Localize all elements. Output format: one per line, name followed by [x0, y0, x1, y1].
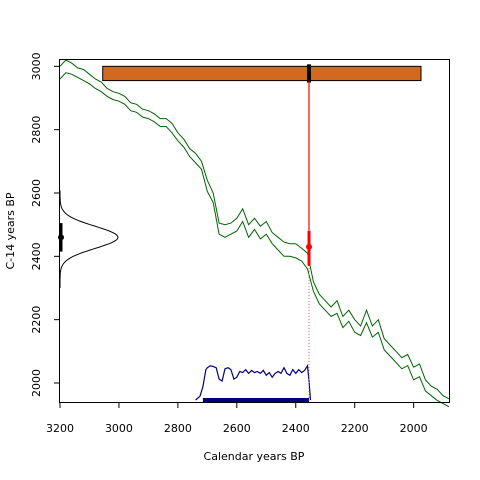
measured-point [306, 243, 313, 250]
calendar-distribution-line [195, 364, 312, 401]
x-tick-label: 2000 [400, 422, 428, 435]
y-axis-label: C-14 years BP [4, 192, 17, 269]
y-tick-label: 3000 [30, 52, 43, 80]
y-tick-label: 2600 [30, 179, 43, 207]
curve-layer [59, 59, 450, 408]
x-tick-label: 2800 [164, 422, 192, 435]
calibrated-range-bar [102, 65, 422, 82]
c14-mean-marker [58, 234, 64, 241]
x-axis-label: Calendar years BP [204, 450, 305, 463]
x-tick-label: 2200 [341, 422, 369, 435]
axes-layer: 3200 3000 2800 2600 2400 2200 2000 2000 2200 2400… [30, 52, 428, 435]
c14-distribution-line [59, 190, 119, 288]
calibration-curve-lower [59, 72, 450, 408]
distributions-layer [58, 190, 312, 402]
y-tick-label: 2000 [30, 369, 43, 397]
plot-frame [59, 59, 450, 403]
y-tick-label: 2800 [30, 116, 43, 144]
x-tick-label: 3000 [105, 422, 133, 435]
calibration-curve-upper [59, 59, 450, 400]
x-tick-label: 3200 [46, 422, 74, 435]
marks-layer [102, 64, 422, 402]
y-tick-label: 2200 [30, 306, 43, 334]
x-tick-label: 2400 [282, 422, 310, 435]
y-tick-label: 2400 [30, 242, 43, 270]
x-tick-label: 2600 [223, 422, 251, 435]
